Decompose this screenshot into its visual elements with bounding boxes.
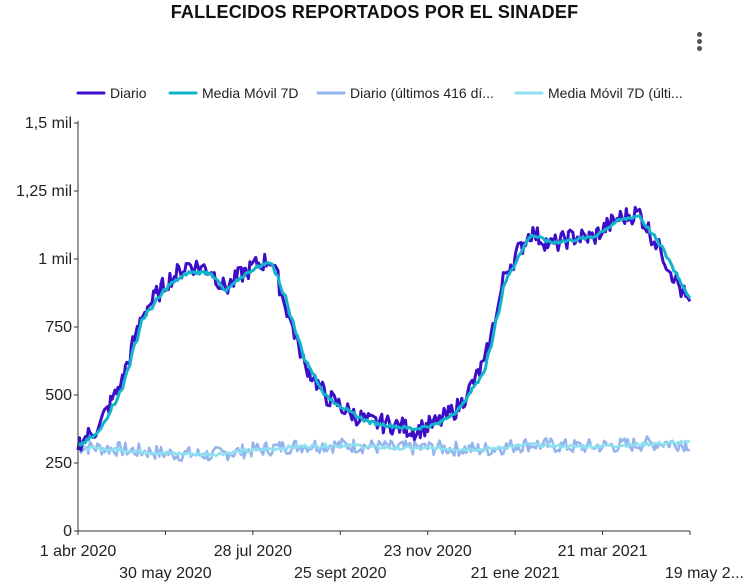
axes: 0 250 500 750 1 mil 1,25 mil 1,5 mil 1 abr 2020… xyxy=(16,115,744,582)
x-tick-label: 1 abr 2020 xyxy=(40,543,117,560)
legend-label: Diario (últimos 416 dí... xyxy=(350,85,494,101)
x-tick-label: 23 nov 2020 xyxy=(384,543,472,560)
series-line xyxy=(76,205,692,452)
legend-label: Media Móvil 7D (últi... xyxy=(548,85,683,101)
y-tick-label: 1,25 mil xyxy=(16,183,72,200)
legend-item[interactable]: Media Móvil 7D xyxy=(168,85,298,101)
y-tick-label: 1,5 mil xyxy=(25,115,72,132)
x-tick-label: 21 ene 2021 xyxy=(471,565,560,582)
menu-dot-icon xyxy=(697,39,702,44)
menu-dot-icon xyxy=(697,46,702,51)
legend-item[interactable]: Diario xyxy=(76,85,147,101)
y-tick-label: 750 xyxy=(45,319,72,336)
x-tick-label: 30 may 2020 xyxy=(119,565,212,582)
x-tick-label: 19 may 2... xyxy=(665,565,744,582)
y-tick-label: 0 xyxy=(63,523,72,540)
y-tick-label: 1 mil xyxy=(38,251,72,268)
series-line xyxy=(76,214,692,447)
y-tick-label: 500 xyxy=(45,387,72,404)
x-tick-label: 25 sept 2020 xyxy=(294,565,387,582)
chart-title: FALLECIDOS REPORTADOS POR EL SINADEF xyxy=(170,2,579,22)
series-line xyxy=(77,439,691,458)
x-tick-label: 21 mar 2021 xyxy=(558,543,648,560)
legend-item[interactable]: Diario (últimos 416 dí... xyxy=(316,85,494,101)
menu-dot-icon xyxy=(697,32,702,37)
legend-item[interactable]: Media Móvil 7D (últi... xyxy=(514,85,683,101)
x-tick-label: 28 jul 2020 xyxy=(214,543,292,560)
legend-label: Diario xyxy=(110,85,147,101)
legend-label: Media Móvil 7D xyxy=(202,85,298,101)
legend: Diario Media Móvil 7D Diario (últimos 416 … xyxy=(76,85,683,101)
y-tick-label: 250 xyxy=(45,455,72,472)
series-lines xyxy=(76,205,692,462)
more-options-icon[interactable] xyxy=(688,28,712,54)
